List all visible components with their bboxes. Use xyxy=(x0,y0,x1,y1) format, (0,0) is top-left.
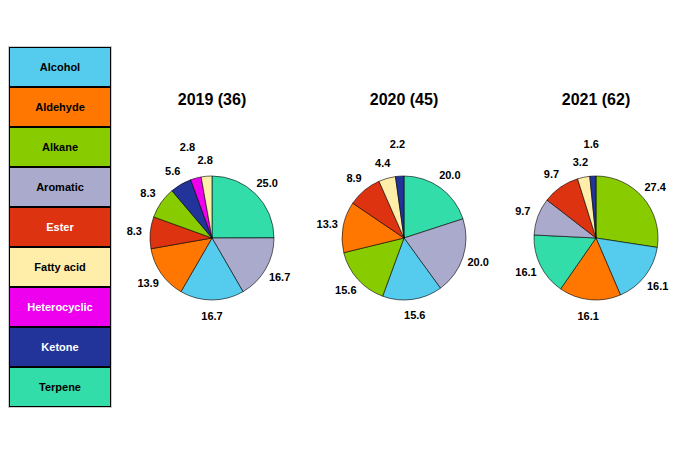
svg-text:9.7: 9.7 xyxy=(544,168,559,180)
svg-text:27.4: 27.4 xyxy=(644,181,666,193)
svg-text:4.4: 4.4 xyxy=(375,157,391,169)
svg-text:25.0: 25.0 xyxy=(256,177,277,189)
svg-text:1.6: 1.6 xyxy=(584,138,599,150)
svg-text:9.7: 9.7 xyxy=(515,205,530,217)
html-text:Aromatic: Aromatic xyxy=(36,181,84,193)
svg-text:13.3: 13.3 xyxy=(317,218,338,230)
svg-text:2.2: 2.2 xyxy=(390,138,405,150)
svg-text:8.3: 8.3 xyxy=(127,225,142,237)
html-text:Alcohol: Alcohol xyxy=(39,61,81,73)
svg-text:16.7: 16.7 xyxy=(269,271,290,283)
svg-text:8.3: 8.3 xyxy=(140,187,155,199)
html-text:Terpene: Terpene xyxy=(39,381,81,393)
html-text:2019 (36): 2019 (36) xyxy=(177,91,247,108)
svg-text:13.9: 13.9 xyxy=(137,277,158,289)
svg-text:15.6: 15.6 xyxy=(404,309,425,321)
svg-text:15.6: 15.6 xyxy=(335,284,356,296)
svg-text:3.2: 3.2 xyxy=(573,156,588,168)
html-text:Ester: Ester xyxy=(46,221,74,233)
svg-text:2.8: 2.8 xyxy=(180,141,195,153)
html-text:Aldehyde: Aldehyde xyxy=(35,101,85,113)
svg-text:8.9: 8.9 xyxy=(346,172,361,184)
html-text:Alkane: Alkane xyxy=(42,141,78,153)
svg-text:16.7: 16.7 xyxy=(201,310,222,322)
html-text:Heterocyclic: Heterocyclic xyxy=(27,301,93,313)
svg-text:16.1: 16.1 xyxy=(515,266,536,278)
html-text:2020 (45): 2020 (45) xyxy=(369,91,439,108)
svg-text:20.0: 20.0 xyxy=(467,256,488,268)
svg-text:5.6: 5.6 xyxy=(165,165,180,177)
svg-text:16.1: 16.1 xyxy=(577,310,598,322)
svg-text:2.8: 2.8 xyxy=(198,154,213,166)
svg-text:20.0: 20.0 xyxy=(439,169,460,181)
html-text:2021 (62): 2021 (62) xyxy=(561,91,631,108)
svg-text:16.1: 16.1 xyxy=(647,280,668,292)
html-text:Ketone: Ketone xyxy=(41,341,79,353)
html-text:Fatty acid: Fatty acid xyxy=(34,261,86,273)
